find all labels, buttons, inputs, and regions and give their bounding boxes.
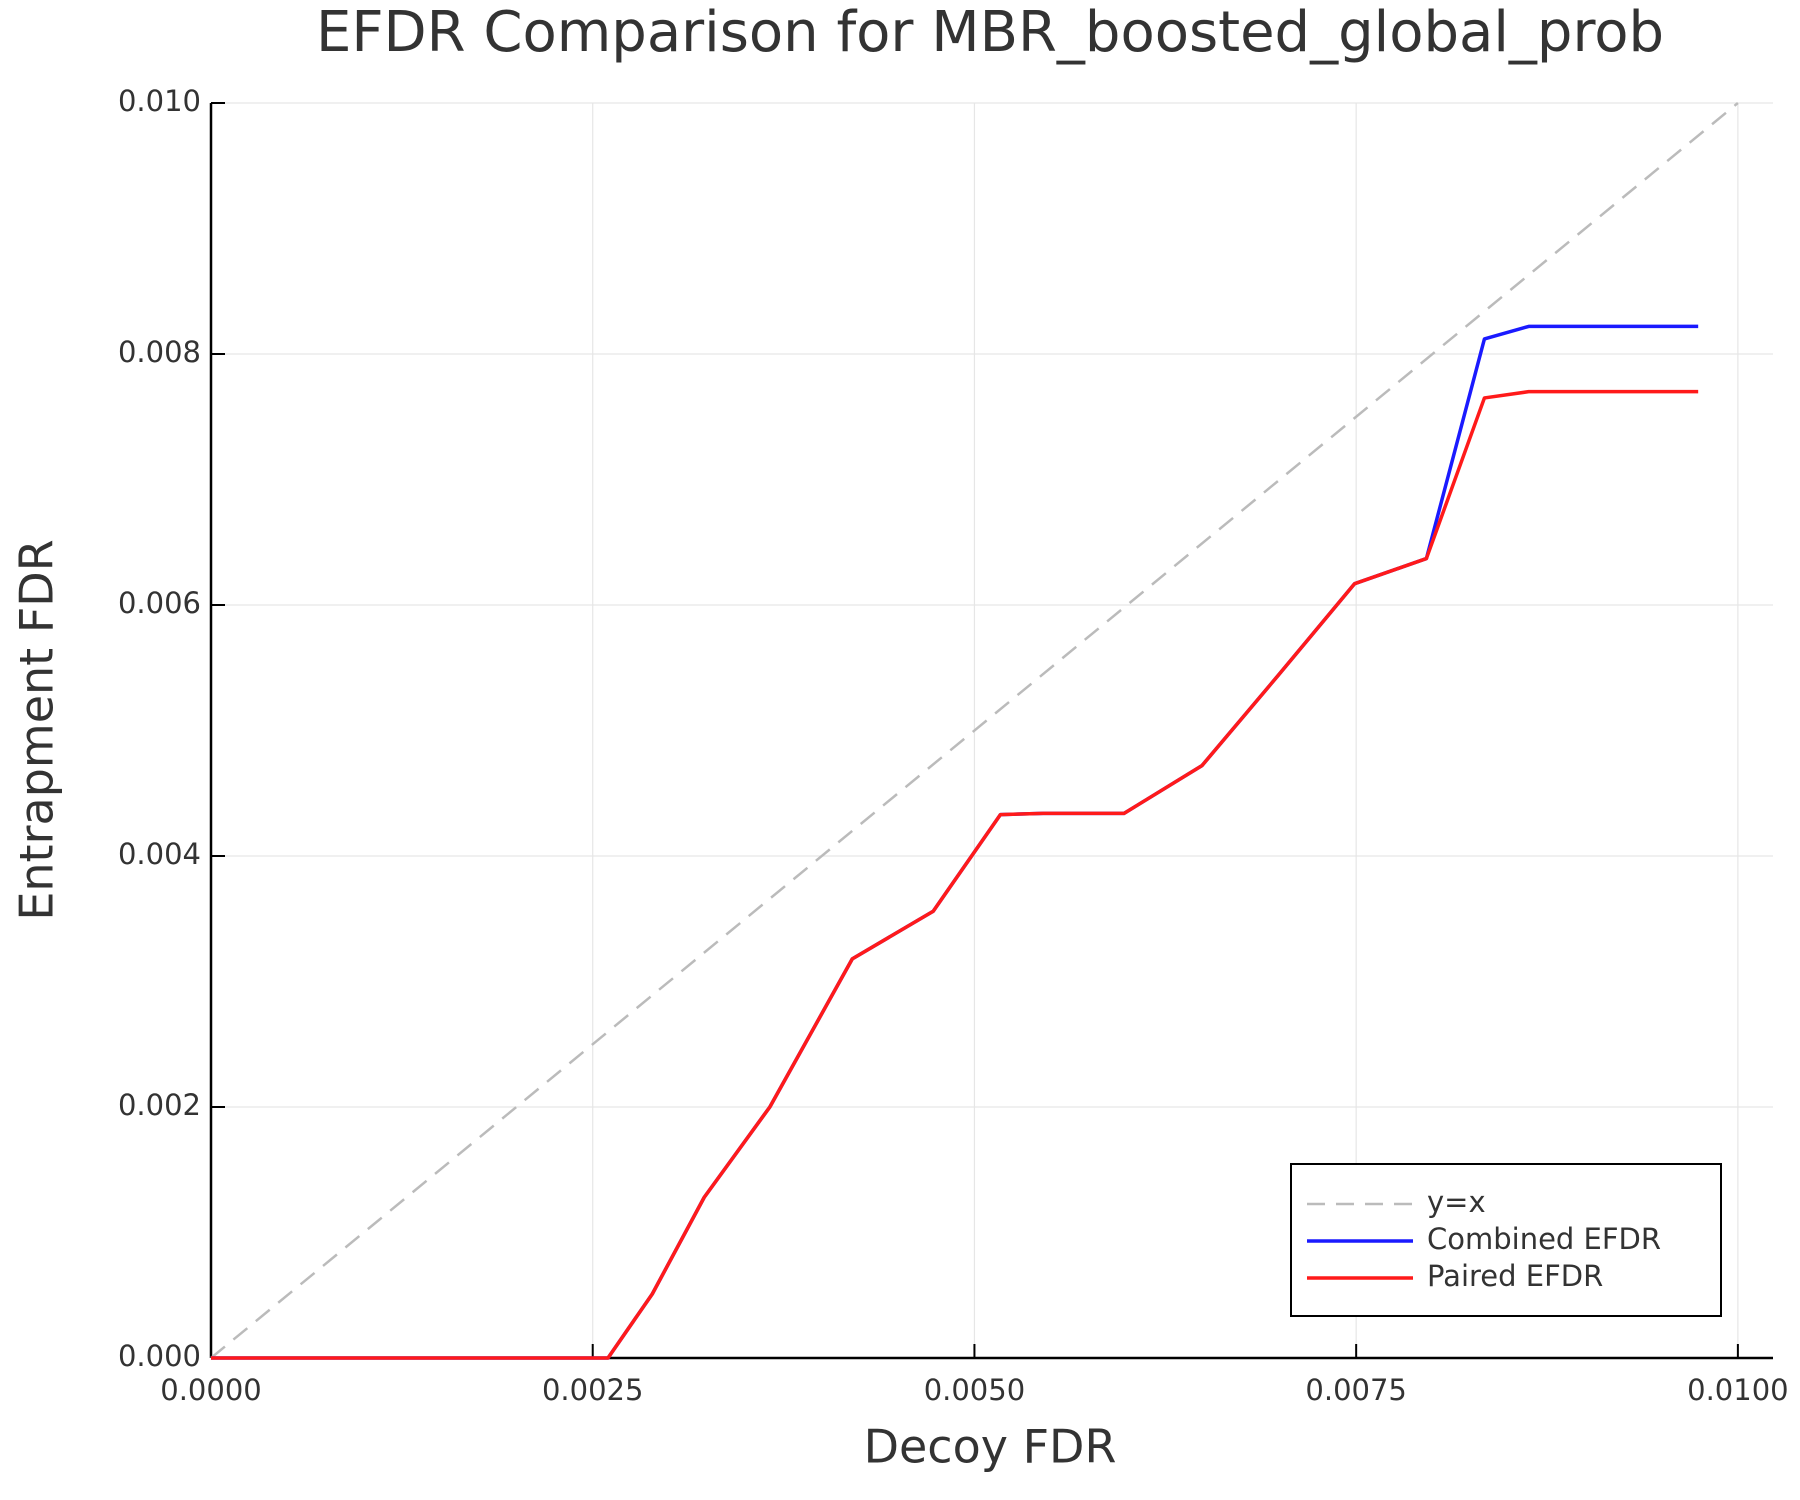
legend-label: y=x (1427, 1185, 1486, 1219)
x-tick-label: 0.0000 (160, 1373, 261, 1407)
legend-label: Combined EFDR (1427, 1222, 1661, 1256)
y-tick-label: 0.004 (118, 837, 201, 871)
series-line (211, 389, 1699, 1360)
y-tick-label: 0.008 (118, 335, 201, 369)
x-tick-label: 0.0025 (542, 1373, 643, 1407)
chart-title: EFDR Comparison for MBR_boosted_global_p… (316, 0, 1664, 65)
x-tick-label: 0.0075 (1305, 1373, 1406, 1407)
x-axis-label: Decoy FDR (864, 1420, 1117, 1474)
y-tick-label: 0.000 (118, 1339, 201, 1373)
y-tick-label: 0.010 (118, 84, 201, 118)
x-tick-label: 0.0050 (924, 1373, 1025, 1407)
y-tick-label: 0.006 (118, 586, 201, 620)
legend-label: Paired EFDR (1427, 1259, 1603, 1293)
series-line (210, 102, 1739, 1359)
y-axis-label: Entrapment FDR (10, 539, 64, 920)
y-tick-label: 0.002 (118, 1088, 201, 1122)
x-tick-label: 0.0100 (1687, 1373, 1788, 1407)
